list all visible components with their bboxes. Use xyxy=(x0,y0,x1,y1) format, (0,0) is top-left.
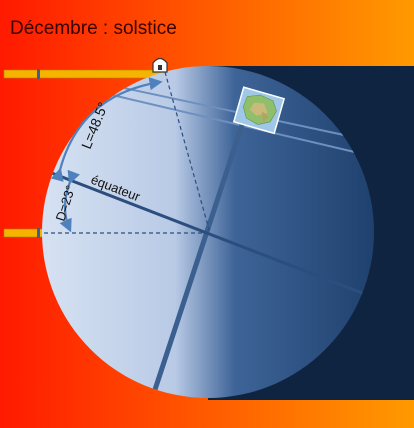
equator-line xyxy=(43,168,374,302)
sun-ray-top xyxy=(3,69,165,79)
sun-ray-top-mark xyxy=(37,69,40,79)
france-map-icon xyxy=(232,86,286,135)
latitude-arc xyxy=(50,77,163,182)
page-title: Décembre : solstice xyxy=(10,18,177,39)
declination-arc xyxy=(59,169,80,233)
dome-house-icon xyxy=(152,57,168,73)
sun-ray-middle-mark xyxy=(37,228,40,238)
